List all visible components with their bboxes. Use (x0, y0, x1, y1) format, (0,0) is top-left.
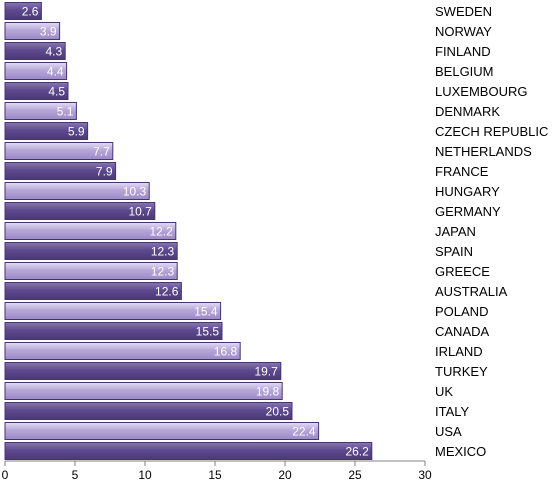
bar-japan (4, 222, 177, 240)
category-label: SWEDEN (435, 4, 492, 19)
category-label: POLAND (435, 304, 488, 319)
bar-value-label: 12.2 (149, 225, 173, 239)
bar-uk (4, 382, 283, 400)
bar-sweden (4, 2, 42, 20)
x-tick-label: 0 (2, 468, 9, 482)
x-tick-label: 20 (278, 468, 292, 482)
bar-value-label: 3.9 (40, 25, 57, 39)
category-label: GERMANY (435, 204, 501, 219)
bar-value-label: 19.7 (254, 365, 278, 379)
x-axis: 0 5 10 15 20 25 30 (2, 460, 432, 482)
bar-value-label: 22.4 (292, 425, 316, 439)
bar-value-label: 19.8 (256, 385, 280, 399)
bars-group: 2.63.9 4.3 4.4 4.5 5.1 5.9 7.7 7.9 10.3 10.7 12.2 1… (4, 2, 373, 460)
bar-value-label: 7.9 (96, 165, 113, 179)
category-label: CANADA (435, 324, 490, 339)
bar-usa (4, 422, 320, 440)
bar-value-label: 4.4 (47, 65, 64, 79)
category-labels: SWEDEN NORWAY FINLAND BELGIUM LUXEMBOURG DENM… (435, 4, 548, 459)
category-label: DENMARK (435, 104, 500, 119)
bar-value-label: 10.7 (128, 205, 152, 219)
x-tick-label: 25 (348, 468, 362, 482)
category-label: USA (435, 424, 462, 439)
bar-value-label: 12.3 (151, 265, 175, 279)
bar-belgium (4, 62, 68, 80)
category-label: FINLAND (435, 44, 491, 59)
bar-czech-republic (4, 122, 89, 140)
bar-value-label: 20.5 (266, 405, 290, 419)
x-tick-label: 5 (72, 468, 79, 482)
category-label: ITALY (435, 404, 470, 419)
bar-value-label: 5.9 (68, 125, 85, 139)
category-label: IRLAND (435, 344, 483, 359)
bar-luxembourg (4, 82, 69, 100)
category-label: UK (435, 384, 453, 399)
bar-value-label: 4.3 (46, 45, 63, 59)
x-tick-label: 30 (418, 468, 432, 482)
bar-norway (4, 22, 61, 40)
bar-irland (4, 342, 241, 360)
bar-finland (4, 42, 66, 60)
bar-spain (4, 242, 178, 260)
bar-france (4, 162, 117, 180)
bar-australia (4, 282, 182, 300)
bar-value-label: 10.3 (123, 185, 147, 199)
bar-greece (4, 262, 178, 280)
bar-value-label: 26.2 (345, 445, 369, 459)
bar-poland (4, 302, 222, 320)
category-label: AUSTRALIA (435, 284, 508, 299)
category-label: JAPAN (435, 224, 476, 239)
bar-value-label: 15.5 (196, 325, 220, 339)
bar-mexico (4, 442, 373, 460)
category-label: MEXICO (435, 444, 486, 459)
bar-value-label: 5.1 (57, 105, 74, 119)
bar-value-label: 2.6 (22, 5, 39, 19)
bar-value-label: 15.4 (194, 305, 218, 319)
category-label: SPAIN (435, 244, 473, 259)
category-label: FRANCE (435, 164, 489, 179)
bar-value-label: 16.8 (214, 345, 238, 359)
category-label: NORWAY (435, 24, 492, 39)
bar-value-label: 12.6 (155, 285, 179, 299)
bar-value-label: 4.5 (48, 85, 65, 99)
category-label: CZECH REPUBLIC (435, 124, 548, 139)
bar-germany (4, 202, 156, 220)
category-label: GREECE (435, 264, 490, 279)
category-label: NETHERLANDS (435, 144, 532, 159)
category-label: LUXEMBOURG (435, 84, 527, 99)
bar-value-label: 12.3 (151, 245, 175, 259)
bar-netherlands (4, 142, 114, 160)
bar-denmark (4, 102, 77, 120)
bar-italy (4, 402, 293, 420)
category-label: TURKEY (435, 364, 488, 379)
bar-turkey (4, 362, 282, 380)
bar-hungary (4, 182, 150, 200)
category-label: HUNGARY (435, 184, 500, 199)
bar-canada (4, 322, 223, 340)
bar-value-label: 7.7 (93, 145, 110, 159)
x-tick-label: 15 (208, 468, 222, 482)
x-tick-label: 10 (138, 468, 152, 482)
category-label: BELGIUM (435, 64, 494, 79)
